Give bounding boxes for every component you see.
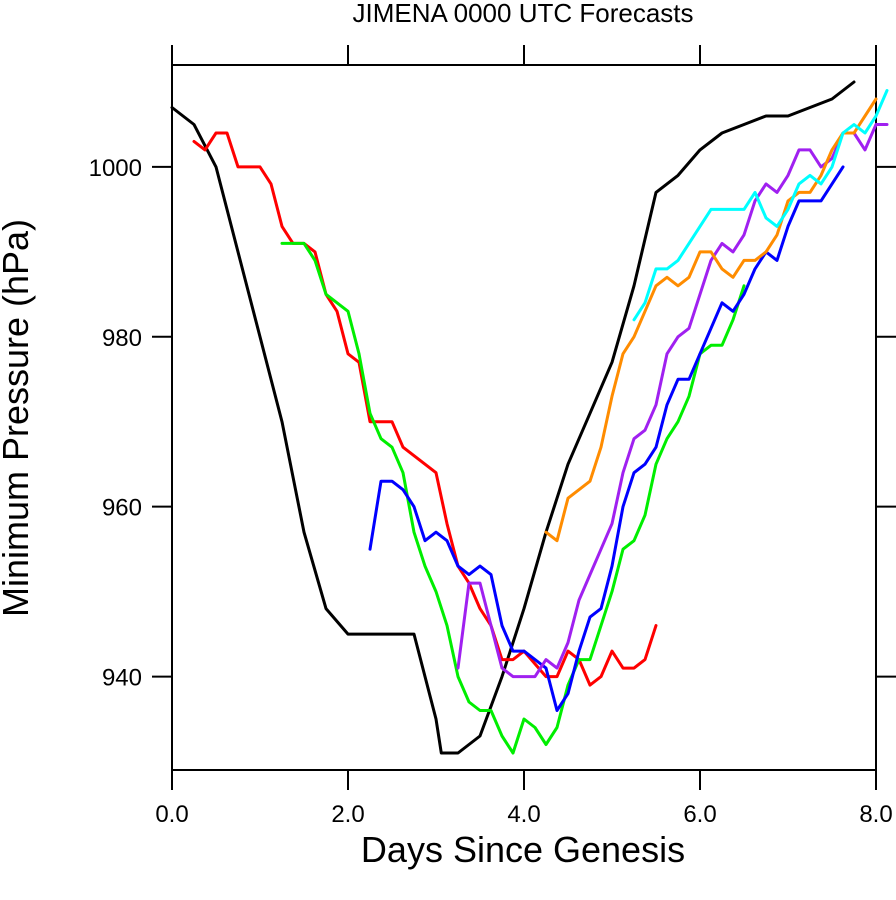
y-tick-label: 980 (102, 325, 142, 352)
x-tick-label: 2.0 (331, 801, 364, 828)
series-line-4 (368, 165, 845, 712)
series-line-3 (280, 241, 746, 755)
ticks-layer: 0.0 2.0 4.0 6.0 8.0 940 960 980 1000 (89, 45, 896, 828)
x-tick-label: 0.0 (155, 801, 188, 828)
series-line-6 (544, 97, 878, 543)
plot-border (171, 64, 877, 771)
y-axis-label: Minimum Pressure (hPa) (0, 219, 36, 617)
y-tick-label: 960 (102, 495, 142, 522)
series-line-7 (632, 89, 889, 322)
y-tick-label: 940 (102, 665, 142, 692)
series-layer (170, 80, 889, 755)
x-tick-label: 6.0 (683, 801, 716, 828)
y-tick-label: 1000 (89, 155, 142, 182)
series-line-1 (170, 80, 856, 755)
chart-title: JIMENA 0000 UTC Forecasts (353, 0, 694, 28)
x-tick-label: 4.0 (507, 801, 540, 828)
series-line-5 (456, 123, 889, 679)
plot-frame (171, 64, 877, 771)
x-tick-label: 8.0 (859, 801, 892, 828)
x-axis-label: Days Since Genesis (361, 829, 685, 870)
series-line-2 (192, 131, 658, 687)
